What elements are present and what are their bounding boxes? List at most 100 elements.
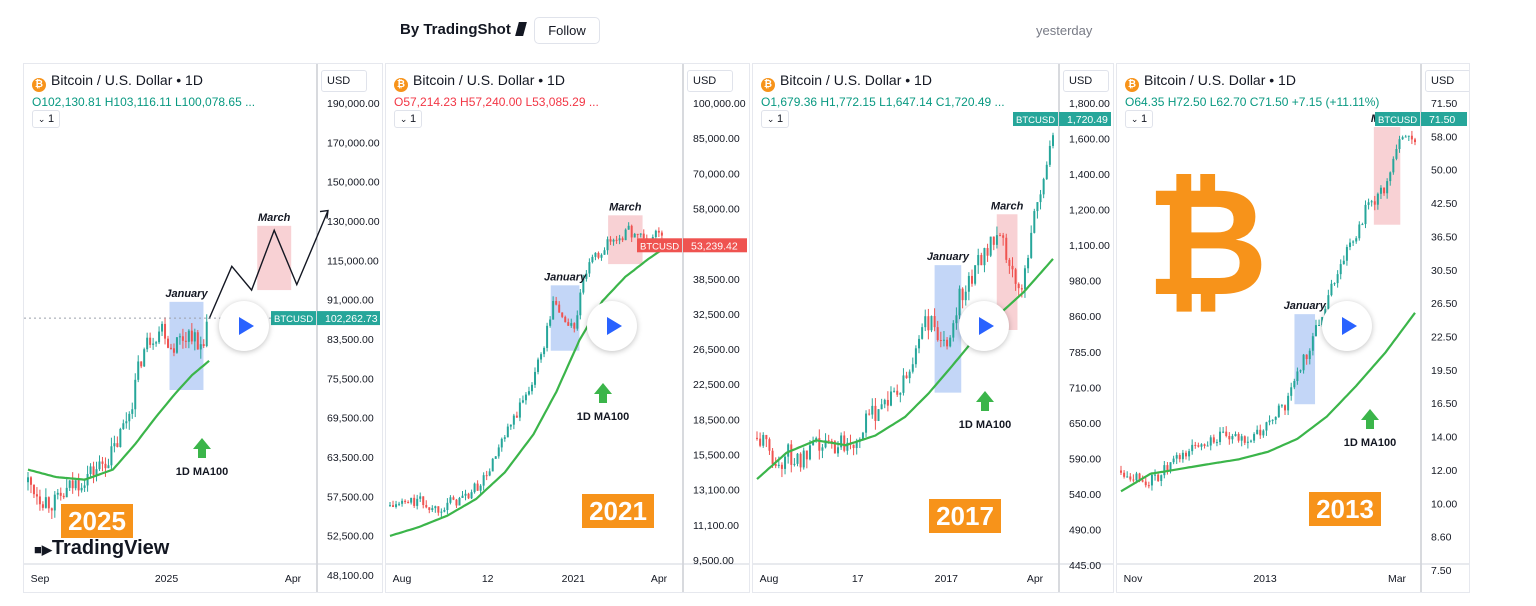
candle-body	[905, 375, 908, 379]
currency-selector[interactable]: USD	[687, 70, 733, 92]
candle-body	[196, 332, 199, 350]
symbol-badge-label: BTCUSD	[640, 241, 679, 252]
candle-body	[1033, 211, 1036, 233]
play-button[interactable]	[1322, 301, 1372, 351]
interval-dropdown[interactable]: ⌄ 1	[761, 110, 789, 128]
candle-body	[942, 339, 945, 341]
candle-body	[609, 239, 612, 242]
play-button[interactable]	[587, 301, 637, 351]
chart-panel-2025[interactable]: January March 1D MA100 190,000.00 170,000.00…	[23, 63, 383, 593]
currency-selector[interactable]: USD	[321, 70, 367, 92]
author-name[interactable]: By TradingShot	[400, 21, 527, 38]
ma-label: 1D MA100	[1344, 437, 1397, 449]
candle-body	[624, 229, 627, 241]
candle-body	[843, 435, 846, 451]
x-tick-label: Aug	[760, 573, 779, 585]
y-tick-label: 980.00	[1069, 276, 1101, 288]
candle-body	[824, 440, 827, 448]
y-tick-label: 860.00	[1069, 311, 1101, 323]
candle-body	[902, 375, 905, 393]
candle-body	[1404, 136, 1407, 138]
chart-title: ₿ Bitcoin / U.S. Dollar • 1D	[1125, 72, 1296, 92]
year-badge: 2021	[582, 494, 654, 528]
candle-body	[639, 233, 642, 235]
candle-body	[172, 348, 175, 353]
play-button[interactable]	[219, 301, 269, 351]
candle-body	[137, 361, 140, 380]
candle-body	[1234, 434, 1237, 437]
candle-body	[193, 332, 196, 342]
y-tick-label: 58,000.00	[693, 203, 740, 215]
candle-body	[1138, 473, 1141, 481]
candle-body	[134, 379, 137, 410]
play-button[interactable]	[959, 301, 1009, 351]
candle-body	[1036, 202, 1039, 212]
tradingview-logo: ■▶ TradingView	[34, 537, 169, 560]
candle-body	[952, 323, 955, 338]
y-tick-label: 22.50	[1431, 332, 1457, 344]
candle-body	[1327, 295, 1330, 309]
candle-body	[591, 256, 594, 263]
candle-body	[1339, 264, 1342, 275]
candle-body	[874, 405, 877, 421]
candle-body	[936, 327, 939, 341]
chevron-down-icon: ⌄	[766, 114, 777, 124]
candle-body	[503, 437, 506, 439]
candle-body	[1296, 371, 1299, 382]
candle-body	[1178, 455, 1181, 460]
candle-body	[98, 461, 101, 470]
candle-body	[865, 413, 868, 433]
x-tick-label: 12	[482, 573, 494, 585]
candle-body	[1120, 470, 1122, 473]
follow-button[interactable]: Follow	[534, 17, 600, 44]
candle-body	[1414, 139, 1416, 143]
candle-body	[924, 316, 927, 328]
candle-body	[790, 444, 793, 465]
candle-body	[1370, 201, 1373, 203]
candle-body	[1243, 436, 1246, 443]
candle-body	[181, 336, 184, 341]
y-tick-label: 57,500.00	[327, 491, 374, 503]
price-badge-label: 1,720.49	[1067, 114, 1108, 126]
y-tick-label: 540.00	[1069, 489, 1101, 501]
candle-body	[1023, 268, 1026, 290]
candle-body	[612, 239, 615, 242]
annotation-january: January	[1284, 300, 1327, 312]
candle-body	[1280, 405, 1283, 407]
x-tick-label: Apr	[1027, 573, 1044, 585]
price-badge	[317, 311, 380, 326]
symbol-badge	[1013, 112, 1058, 126]
chart-svg: January March 1D MA100 190,000.00 170,000.00…	[24, 64, 382, 592]
y-tick-label: 1,100.00	[1069, 240, 1110, 252]
candle-body	[756, 437, 758, 439]
price-badge-label: 71.50	[1429, 114, 1455, 126]
candle-body	[821, 447, 824, 451]
candle-body	[787, 444, 790, 457]
year-badge-bg	[929, 499, 1001, 533]
interval-dropdown[interactable]: ⌄ 1	[32, 110, 60, 128]
candle-body	[594, 252, 597, 257]
chart-panel-2017[interactable]: January March 1D MA100 1,800.00 1,600.00 1,40…	[752, 63, 1114, 593]
interval-dropdown[interactable]: ⌄ 1	[1125, 110, 1153, 128]
y-tick-label: 75,500.00	[327, 373, 374, 385]
candle-body	[799, 453, 802, 468]
interval-dropdown[interactable]: ⌄ 1	[394, 110, 422, 128]
candle-body	[1262, 430, 1265, 436]
chart-panel-2021[interactable]: January March 1D MA100 100,000.00 85,000.00 7…	[385, 63, 750, 593]
candle-body	[1191, 444, 1194, 452]
candle-body	[410, 497, 413, 503]
currency-selector[interactable]: USD	[1425, 70, 1469, 92]
candle-body	[479, 485, 482, 491]
candle-body	[32, 484, 35, 495]
ohlc-values: O1,679.36 H1,772.15 L1,647.14 C1,720.49 …	[761, 95, 1005, 109]
candle-body	[780, 464, 783, 469]
candle-body	[128, 413, 131, 422]
candle-body	[1002, 235, 1005, 238]
currency-selector[interactable]: USD	[1063, 70, 1109, 92]
candle-body	[1265, 422, 1268, 431]
candle-body	[140, 361, 143, 367]
candle-body	[654, 230, 657, 238]
y-tick-label: 85,000.00	[693, 133, 740, 145]
y-tick-label: 710.00	[1069, 382, 1101, 394]
